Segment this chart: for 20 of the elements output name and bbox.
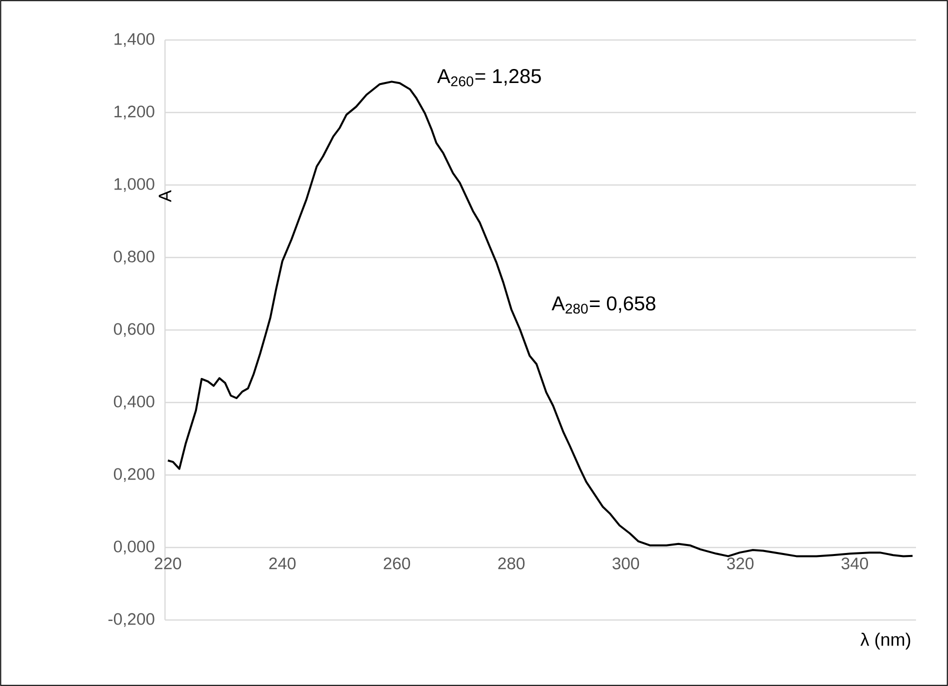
- y-tick-label: 0,600: [114, 323, 154, 337]
- x-tick-label: 340: [841, 558, 868, 570]
- x-tick-label: 240: [269, 558, 296, 570]
- x-tick-label: 300: [612, 558, 640, 570]
- x-axis-title: λ (nm): [860, 632, 910, 650]
- y-tick-label: 0,800: [114, 250, 154, 264]
- y-tick-label: 0,200: [114, 468, 154, 482]
- y-tick-label: 0,400: [114, 396, 154, 410]
- x-tick-label: 260: [384, 558, 410, 570]
- y-tick-label: 1,200: [114, 106, 154, 120]
- x-tick-label: 320: [727, 558, 754, 570]
- y-tick-label: -0,200: [108, 613, 154, 627]
- y-axis-title: A: [158, 190, 172, 202]
- y-tick-label: 1,000: [114, 178, 154, 192]
- x-tick-label: 220: [154, 558, 182, 570]
- y-tick-label: 1,400: [114, 33, 154, 47]
- x-tick-label: 280: [498, 558, 525, 570]
- annotation: A$_{280}$= 0,658: [552, 296, 656, 314]
- y-tick-label: 0,000: [114, 540, 154, 554]
- annotation: A$_{260}$= 1,285: [437, 69, 541, 86]
